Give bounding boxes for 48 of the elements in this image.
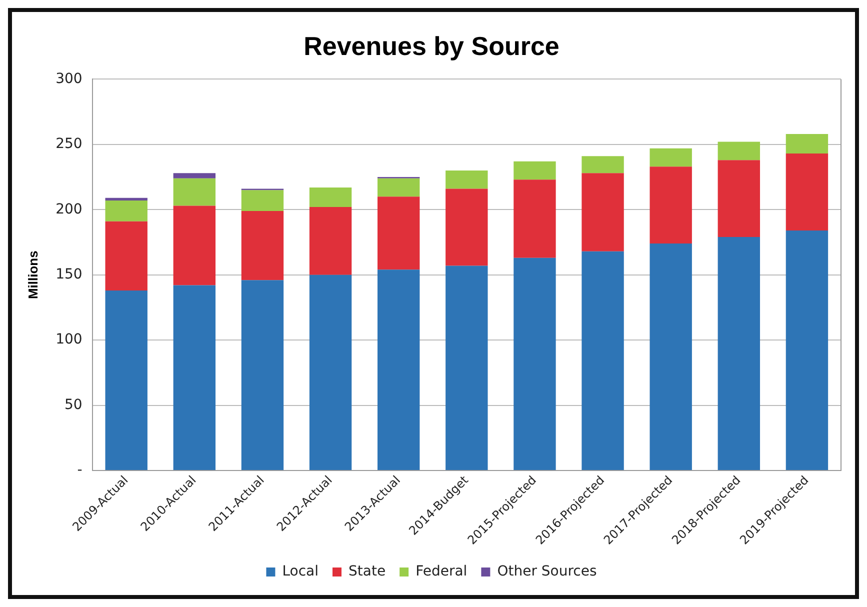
y-tick-label: 300 [56, 70, 82, 87]
bar [309, 207, 352, 275]
y-tick-label: 50 [64, 396, 82, 413]
bar [718, 142, 760, 160]
bar [446, 170, 488, 189]
y-tick-label: 250 [56, 136, 82, 152]
bar [718, 237, 760, 470]
bar [241, 280, 284, 470]
chart-title: Revenues by Source [304, 30, 560, 61]
bar [105, 200, 148, 222]
bar [514, 258, 556, 470]
bar [173, 173, 216, 178]
y-tick-label: 150 [56, 266, 82, 282]
bar [786, 230, 828, 470]
bar [105, 221, 148, 291]
legend-label: Federal [416, 564, 468, 580]
bar [309, 187, 352, 208]
y-axis-title: Millions [25, 250, 40, 300]
bar [446, 188, 488, 266]
legend-label: Local [282, 564, 319, 580]
y-tick-label: 200 [56, 201, 82, 218]
legend-label: State [348, 564, 386, 580]
bar [173, 178, 216, 206]
bar [378, 270, 420, 470]
legend-label: Other Sources [497, 564, 597, 580]
bar [173, 285, 216, 470]
y-tick-label: 100 [56, 332, 82, 348]
bar [105, 290, 148, 470]
bar [446, 266, 488, 470]
bar [105, 198, 148, 201]
bar [241, 210, 284, 280]
bar [309, 274, 352, 470]
bar [582, 156, 624, 174]
bar [650, 148, 692, 167]
bar [173, 206, 216, 286]
bar [650, 166, 692, 244]
bar [378, 178, 420, 197]
bar [786, 154, 828, 231]
bar [582, 251, 624, 470]
bar [582, 173, 624, 252]
bar [786, 134, 828, 154]
y-tick-label: - [77, 462, 82, 478]
bar [378, 196, 420, 270]
bar [650, 244, 692, 470]
bar [514, 180, 556, 258]
bar [718, 160, 760, 238]
bar [241, 190, 284, 211]
bar [514, 161, 556, 180]
